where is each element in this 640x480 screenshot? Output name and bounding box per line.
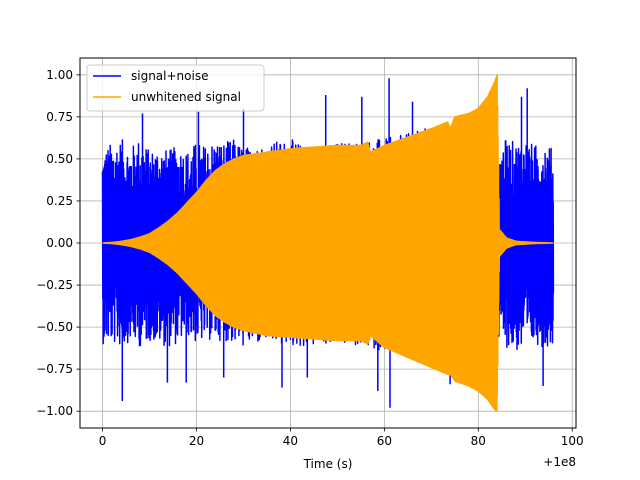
y-tick-label: −0.75 bbox=[36, 362, 73, 376]
legend: signal+noise unwhitened signal bbox=[86, 64, 265, 112]
legend-label-unwhitened-signal: unwhitened signal bbox=[131, 90, 241, 104]
series-unwhitened-signal bbox=[102, 74, 554, 412]
x-tick-label: 60 bbox=[377, 434, 392, 448]
x-tick-label: 80 bbox=[471, 434, 486, 448]
y-tick-label: −0.50 bbox=[36, 320, 73, 334]
y-tick-label: −1.00 bbox=[36, 404, 73, 418]
y-tick-label: 0.75 bbox=[46, 110, 73, 124]
legend-box bbox=[86, 64, 265, 112]
x-tick-label: 40 bbox=[283, 434, 298, 448]
x-tick-label: 0 bbox=[99, 434, 107, 448]
y-tick-label: 0.25 bbox=[46, 194, 73, 208]
series-layer bbox=[101, 74, 555, 412]
y-tick-label: 0.50 bbox=[46, 152, 73, 166]
y-tick-label: 0.00 bbox=[46, 236, 73, 250]
x-axis-label: Time (s) bbox=[303, 457, 353, 471]
axis-ticks: 0 20 40 60 80 100 −1.00 −0.75 −0.50 −0.25 0.00 0.25… bbox=[36, 68, 583, 448]
x-tick-label: 100 bbox=[561, 434, 584, 448]
x-offset-label: +1e8 bbox=[543, 455, 576, 469]
x-tick-label: 20 bbox=[189, 434, 204, 448]
y-tick-label: 1.00 bbox=[46, 68, 73, 82]
legend-label-signal-noise: signal+noise bbox=[131, 69, 208, 83]
y-tick-label: −0.25 bbox=[36, 278, 73, 292]
